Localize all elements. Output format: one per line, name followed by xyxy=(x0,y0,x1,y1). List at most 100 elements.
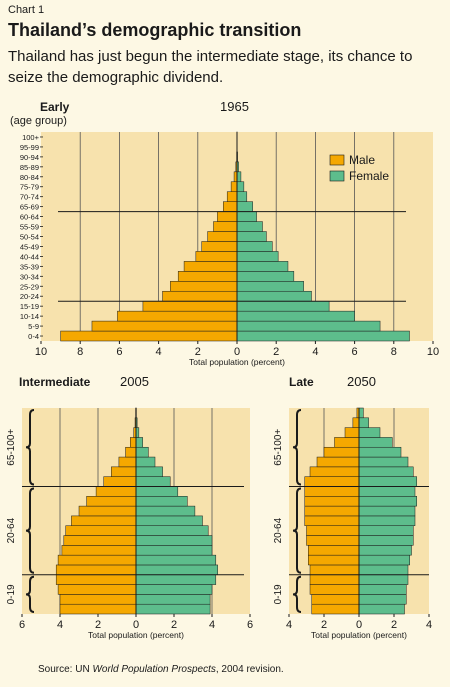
male-bar xyxy=(59,594,137,605)
x-tick-label: 8 xyxy=(391,346,397,358)
male-bar xyxy=(118,456,137,468)
age-tick-label: 60-64 xyxy=(20,213,39,222)
x-axis-label: Total population (percent) xyxy=(189,357,285,367)
male-bar xyxy=(103,476,137,487)
x-tick-label: 8 xyxy=(77,346,83,358)
x-tick-label: 2 xyxy=(171,619,177,631)
male-bar xyxy=(61,545,137,556)
age-tick-label: 40-44 xyxy=(20,252,39,261)
x-tick-label: 2 xyxy=(391,619,397,631)
age-tick-label: 55-59 xyxy=(20,223,39,232)
female-bar xyxy=(135,564,218,576)
age-tick-label: 30-34 xyxy=(20,272,39,281)
male-bar xyxy=(195,251,238,262)
figure-subtitle: Thailand has just begun the intermediate… xyxy=(8,48,413,86)
x-axis-label: Total population (percent) xyxy=(311,630,407,640)
age-tick-label: 10-14 xyxy=(20,312,39,321)
chart-number-label: Chart 1 xyxy=(8,4,45,16)
x-tick-label: 0 xyxy=(356,619,362,631)
female-bar xyxy=(358,584,407,595)
x-tick-label: 6 xyxy=(19,619,25,631)
female-bar xyxy=(135,476,171,487)
x-tick-label: 6 xyxy=(352,346,358,358)
age-group-label: 65-100+ xyxy=(6,429,17,466)
male-bar xyxy=(162,290,238,302)
age-tick-label: 50-54 xyxy=(20,233,39,242)
male-bar xyxy=(207,231,238,242)
age-group-brace xyxy=(25,575,35,613)
female-bar xyxy=(358,476,417,487)
female-bar xyxy=(236,251,279,262)
male-bar xyxy=(316,456,360,468)
age-group-brace xyxy=(292,487,302,574)
female-bar xyxy=(236,330,410,342)
male-bar xyxy=(71,515,137,526)
female-bar xyxy=(358,437,393,448)
female-bar xyxy=(135,466,163,477)
male-bar xyxy=(344,427,360,438)
age-tick-label: 35-39 xyxy=(20,262,39,271)
female-bar xyxy=(358,564,409,576)
male-bar xyxy=(63,535,137,546)
male-bar xyxy=(183,261,238,272)
male-bar xyxy=(309,574,360,585)
x-tick-label: 4 xyxy=(426,619,432,631)
female-bar xyxy=(358,594,407,605)
male-bar xyxy=(55,564,137,576)
age-tick-label: 85-89 xyxy=(20,163,39,172)
female-bar xyxy=(358,525,414,536)
age-tick-label: 20-24 xyxy=(20,292,39,301)
figure-title: Thailand’s demographic transition xyxy=(8,20,302,40)
female-bar xyxy=(135,535,213,546)
female-bar xyxy=(135,574,217,585)
female-bar xyxy=(135,505,196,517)
male-bar xyxy=(170,281,238,292)
female-bar xyxy=(236,171,242,183)
male-bar xyxy=(117,310,238,322)
age-tick-label: 95-99 xyxy=(20,143,39,152)
early-pyramid: Early(age group) 1965 10 8 6 4 2 0 2 4 6 8 10 Total p… xyxy=(10,99,439,367)
x-tick-label: 6 xyxy=(247,619,253,631)
age-tick-label: 15-19 xyxy=(20,302,39,311)
male-bar xyxy=(304,505,360,517)
year-label: 2005 xyxy=(120,374,149,389)
stage-label: Late xyxy=(289,375,314,389)
legend-female-label: Female xyxy=(349,169,389,183)
intermediate-pyramid: Intermediate 2005 6 4 2 0 2 4 6 Total population … xyxy=(6,374,253,640)
female-bar xyxy=(358,603,405,615)
female-bar xyxy=(358,417,369,428)
x-tick-label: 10 xyxy=(427,346,439,358)
late-pyramid: Late 2050 4 2 0 2 4 Total population (percent) 0… xyxy=(273,374,432,640)
male-bar xyxy=(60,330,238,342)
male-bar xyxy=(142,300,238,312)
age-group-label: 65-100+ xyxy=(273,429,284,466)
male-bar xyxy=(78,505,137,517)
female-bar xyxy=(236,320,381,332)
male-bar xyxy=(65,525,137,536)
male-bar xyxy=(111,466,137,477)
female-bar xyxy=(135,584,213,595)
female-bar xyxy=(135,525,209,536)
male-bar xyxy=(226,191,238,202)
female-bar xyxy=(358,505,416,517)
legend-male-swatch xyxy=(329,154,345,166)
male-bar xyxy=(177,271,238,282)
male-bar xyxy=(306,535,360,546)
female-bar xyxy=(135,515,203,526)
male-bar xyxy=(213,221,238,232)
x-tick-label: 4 xyxy=(57,619,63,631)
female-bar xyxy=(236,191,248,202)
female-bar xyxy=(358,515,416,526)
female-bar xyxy=(135,594,211,605)
male-bar xyxy=(334,437,360,448)
male-bar xyxy=(57,584,137,595)
female-bar xyxy=(135,486,179,497)
male-bar xyxy=(306,525,360,536)
x-tick-label: 4 xyxy=(209,619,215,631)
male-bar xyxy=(308,545,360,556)
age-group-brace xyxy=(292,575,302,613)
age-tick-label: 65-69 xyxy=(20,203,39,212)
female-bar xyxy=(358,545,412,556)
x-tick-label: 2 xyxy=(273,346,279,358)
